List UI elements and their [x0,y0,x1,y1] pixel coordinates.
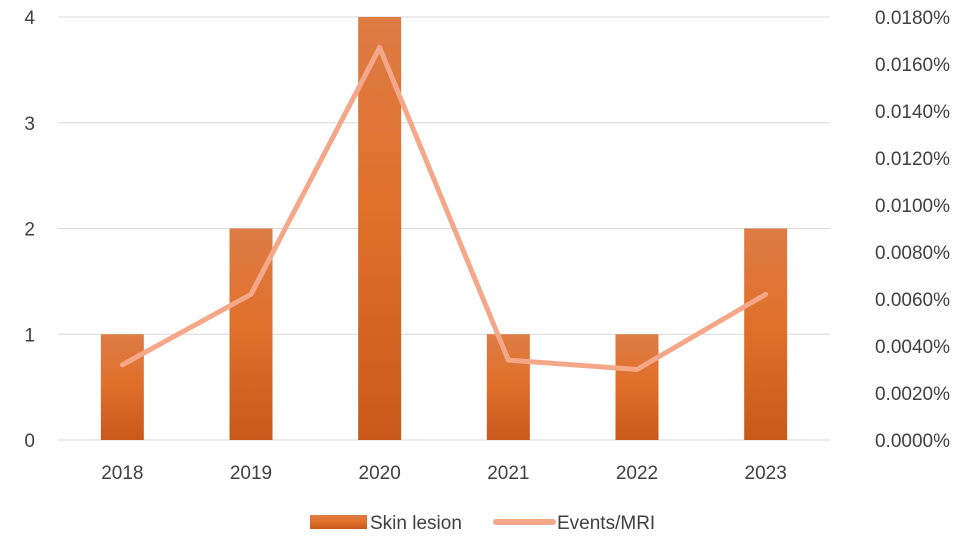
right-tick-label: 0.0020% [875,384,950,405]
x-tick-label: 2019 [230,463,272,484]
x-tick-label: 2021 [487,463,529,484]
left-tick-label: 3 [24,114,35,135]
right-tick-label: 0.0160% [875,55,950,76]
x-tick-label: 2020 [359,463,401,484]
x-tick-label: 2022 [616,463,658,484]
right-tick-label: 0.0120% [875,149,950,170]
legend-swatch-skin-lesion [310,515,367,529]
left-y-axis: 0 1 2 3 4 [24,8,35,452]
left-tick-label: 4 [24,8,35,29]
right-y-axis: 0.0000% 0.0020% 0.0040% 0.0060% 0.0080% 0.010… [875,8,950,452]
right-tick-label: 0.0060% [875,290,950,311]
bar-2018 [101,334,144,440]
left-tick-label: 0 [24,431,35,452]
right-tick-label: 0.0140% [875,102,950,123]
right-tick-label: 0.0080% [875,243,950,264]
line-series-events-mri [122,47,766,369]
x-tick-label: 2023 [745,463,787,484]
left-tick-label: 1 [24,325,35,346]
legend-label-events-mri: Events/MRI [557,513,655,534]
left-tick-label: 2 [24,220,35,241]
bar-2022 [616,334,659,440]
events-mri-line [122,48,765,370]
right-tick-label: 0.0100% [875,196,950,217]
bar-2021 [487,334,530,440]
x-axis: 2018 2019 2020 2021 2022 2023 [101,463,787,484]
x-tick-label: 2018 [101,463,143,484]
bar-2023 [744,229,787,441]
legend: Skin lesion Events/MRI [310,513,655,534]
right-tick-label: 0.0000% [875,431,950,452]
gridlines [58,17,830,440]
right-tick-label: 0.0180% [875,8,950,29]
right-tick-label: 0.0040% [875,337,950,358]
legend-label-skin-lesion: Skin lesion [370,513,462,534]
